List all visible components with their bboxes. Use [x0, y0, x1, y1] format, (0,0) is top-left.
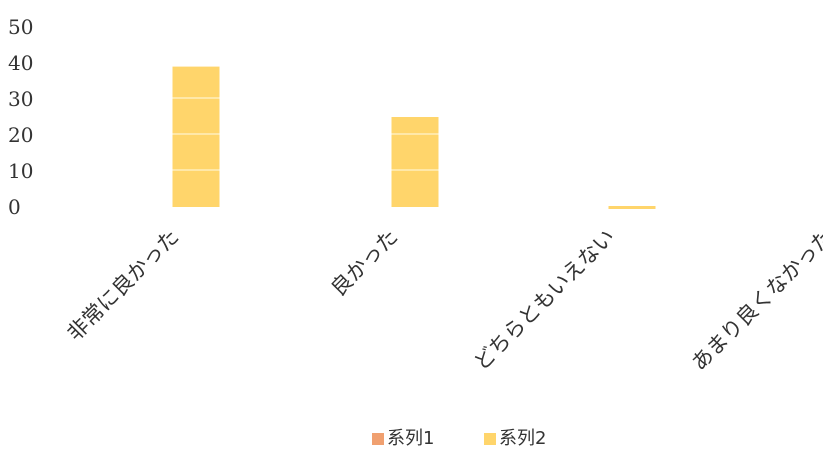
legend: 系列1 系列2	[372, 428, 546, 449]
bar	[608, 206, 656, 209]
bars	[172, 66, 656, 209]
bar	[172, 66, 220, 207]
y-tick-label: 40	[8, 51, 33, 75]
y-tick-label: 10	[8, 159, 33, 183]
y-tick-label: 30	[8, 87, 33, 111]
legend-swatch	[372, 433, 384, 445]
category-label: 非常に良かった	[63, 225, 184, 346]
legend-swatch	[484, 433, 496, 445]
y-axis-ticks: 0 10 20 30 40 50	[8, 15, 33, 219]
y-tick-label: 0	[8, 195, 21, 219]
category-label: どちらともいえない	[469, 225, 619, 375]
bar	[391, 117, 439, 207]
category-labels: 非常に良かった 良かった どちらともいえない あまり良くなかった	[63, 225, 823, 376]
y-tick-label: 20	[8, 123, 33, 147]
y-tick-label: 50	[8, 15, 33, 39]
category-label: 良かった	[326, 225, 402, 301]
legend-label: 系列2	[499, 428, 546, 449]
category-label: あまり良くなかった	[687, 225, 823, 376]
legend-label: 系列1	[387, 428, 434, 449]
